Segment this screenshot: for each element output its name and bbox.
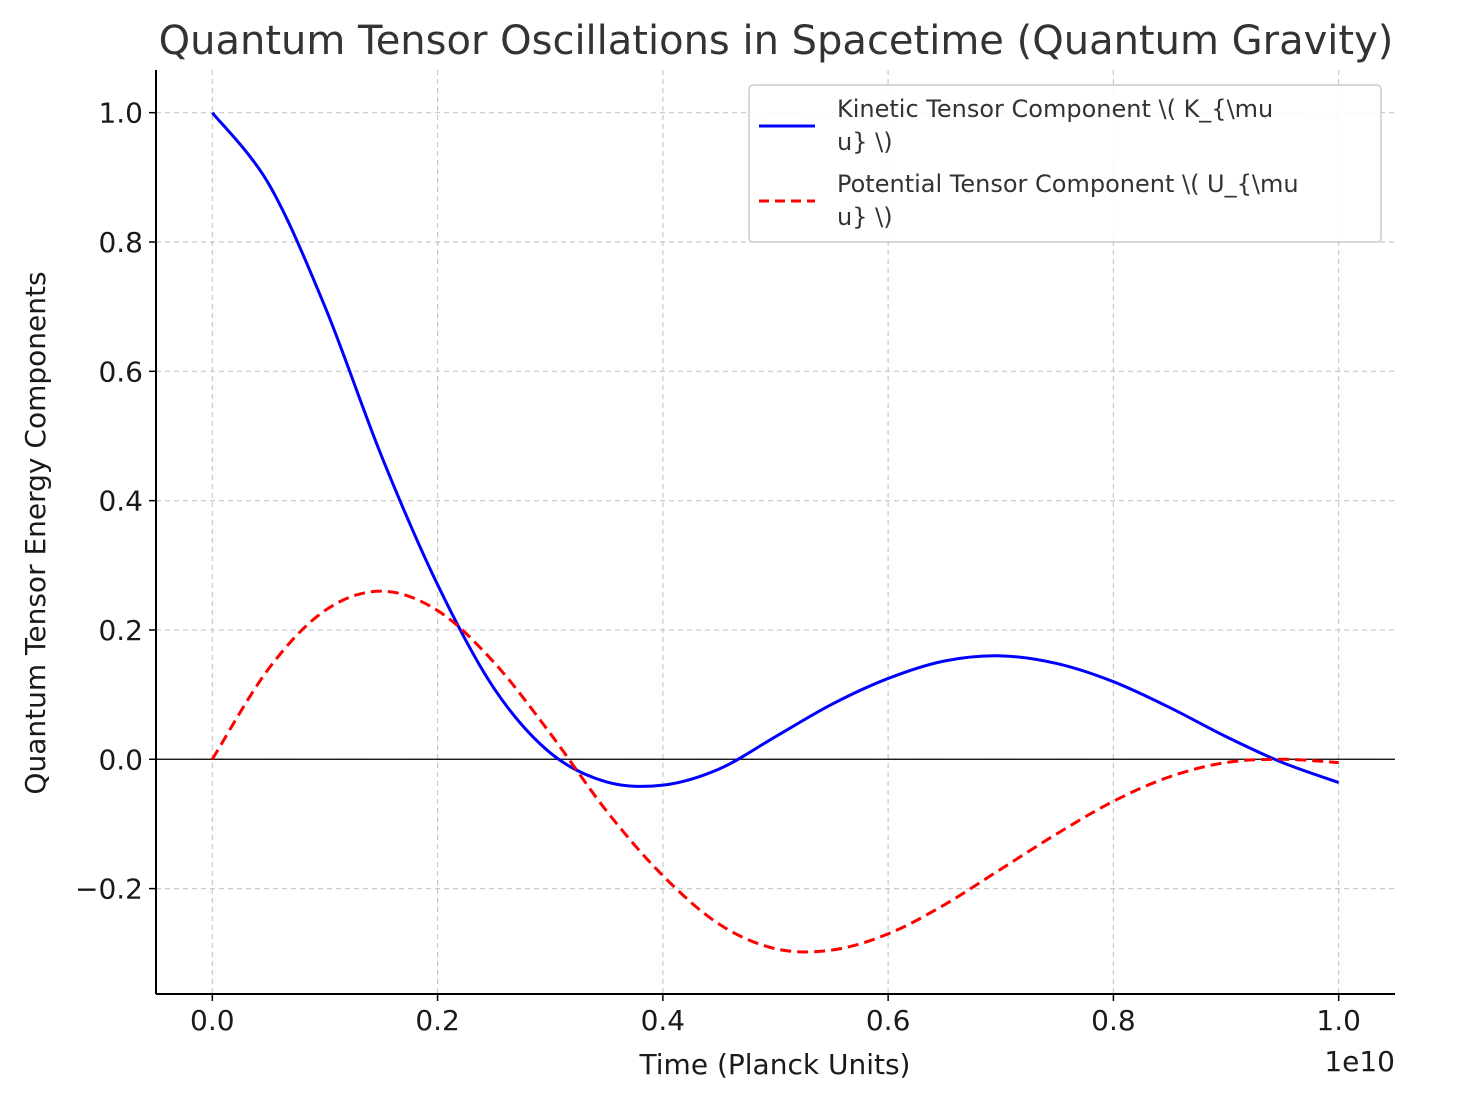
legend-label-potential-line1: Potential Tensor Component \( U_{\mu (837, 170, 1299, 198)
y-tick-label-5: 0.8 (98, 226, 143, 259)
x-tick-label-2: 0.4 (641, 1004, 686, 1037)
x-axis-label: Time (Planck Units) (639, 1048, 911, 1081)
x-offset-text: 1e10 (1324, 1045, 1395, 1078)
x-tick-label-1: 0.2 (415, 1004, 460, 1037)
x-tick-label-5: 1.0 (1316, 1004, 1361, 1037)
y-tick-label-4: 0.6 (98, 355, 143, 388)
x-tick-label-3: 0.6 (866, 1004, 911, 1037)
x-tick-label-0: 0.0 (190, 1004, 235, 1037)
legend-label-kinetic-line2: u} \) (837, 128, 893, 156)
y-tick-label-0: −0.2 (75, 873, 143, 906)
chart-title: Quantum Tensor Oscillations in Spacetime… (159, 18, 1394, 64)
legend-label-kinetic-line1: Kinetic Tensor Component \( K_{\mu (837, 95, 1273, 123)
y-axis-label: Quantum Tensor Energy Components (19, 271, 52, 794)
x-tick-label-4: 0.8 (1091, 1004, 1136, 1037)
y-tick-label-6: 1.0 (98, 97, 143, 130)
y-tick-label-3: 0.4 (98, 485, 143, 518)
legend-label-potential-line2: u} \) (837, 203, 893, 231)
y-tick-label-2: 0.2 (98, 614, 143, 647)
legend: Kinetic Tensor Component \( K_{\mu u} \)… (749, 85, 1381, 242)
y-tick-label-1: 0.0 (98, 743, 143, 776)
